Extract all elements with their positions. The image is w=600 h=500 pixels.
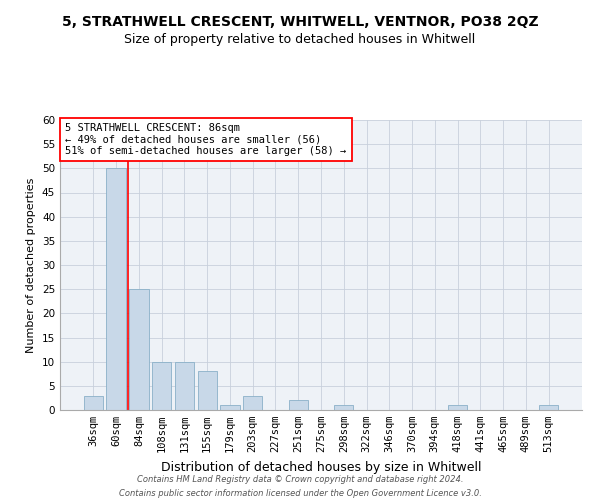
Bar [243,396,262,410]
Bar [152,362,172,410]
Text: Size of property relative to detached houses in Whitwell: Size of property relative to detached ho… [124,32,476,46]
Text: 5 STRATHWELL CRESCENT: 86sqm
← 49% of detached houses are smaller (56)
51% of se: 5 STRATHWELL CRESCENT: 86sqm ← 49% of de… [65,123,346,156]
Bar [289,400,308,410]
Text: 5, STRATHWELL CRESCENT, WHITWELL, VENTNOR, PO38 2QZ: 5, STRATHWELL CRESCENT, WHITWELL, VENTNO… [62,15,538,29]
Bar [106,168,126,410]
Bar [84,396,103,410]
Bar [220,405,239,410]
X-axis label: Distribution of detached houses by size in Whitwell: Distribution of detached houses by size … [161,460,481,473]
Bar [539,405,558,410]
Bar [334,405,353,410]
Y-axis label: Number of detached properties: Number of detached properties [26,178,37,352]
Bar [448,405,467,410]
Text: Contains HM Land Registry data © Crown copyright and database right 2024.
Contai: Contains HM Land Registry data © Crown c… [119,476,481,498]
Bar [129,289,149,410]
Bar [197,372,217,410]
Bar [175,362,194,410]
